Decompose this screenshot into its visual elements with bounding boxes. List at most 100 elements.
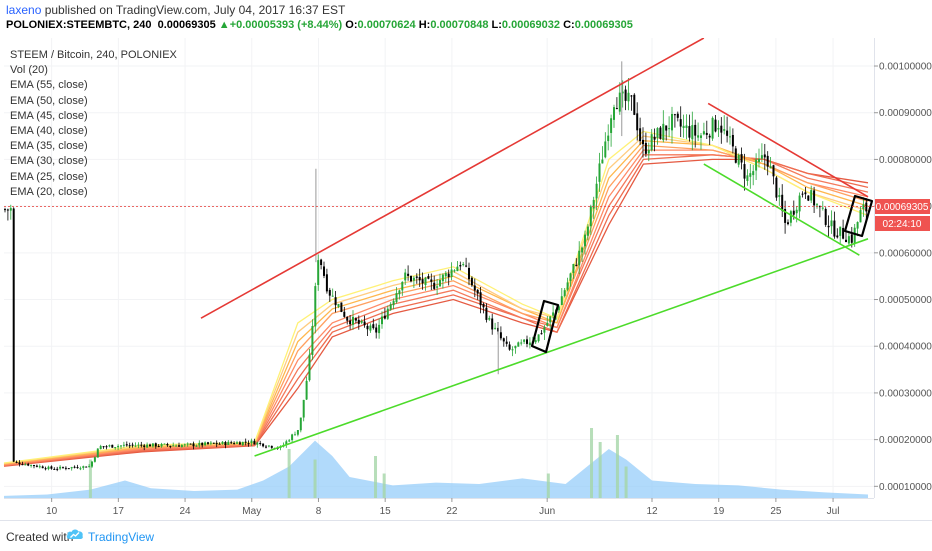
created-with-label: Created with [6, 530, 74, 544]
legend-title: STEEM / Bitcoin, 240, POLONIEX [10, 49, 177, 61]
candle-body [372, 324, 375, 329]
candle-body [676, 113, 679, 118]
x-tick-label: 17 [113, 506, 125, 517]
candle-body [731, 134, 734, 147]
candle-body [444, 272, 447, 277]
price-chart[interactable]: 0.001000000.000900000.000800000.00070000… [0, 38, 932, 520]
candle-body [708, 135, 711, 138]
candle-body [520, 342, 523, 344]
candle-body [230, 442, 233, 444]
candle-body [430, 279, 433, 282]
candle-body [320, 259, 323, 266]
candle-body [781, 194, 784, 211]
candle-body [302, 399, 305, 418]
candle-body [569, 273, 572, 281]
candle-body [813, 190, 816, 206]
legend-item-ema50: EMA (50, close) [10, 94, 88, 107]
price-axis[interactable]: 0.001000000.000900000.000800000.00070000… [874, 62, 932, 493]
price-tag-marker-icon: 0.00069305 02:24:10 [875, 199, 930, 231]
candle-body [270, 445, 273, 448]
candle-body [447, 273, 450, 278]
candle-body [702, 131, 705, 135]
candle-body [50, 466, 53, 469]
legend-item-ema20: EMA (20, close) [10, 185, 88, 198]
candle-body [479, 292, 482, 306]
legend-item-volume: Vol (20) [10, 64, 48, 77]
candle-body [743, 164, 746, 179]
candle-body [650, 134, 653, 151]
author-link[interactable]: laxeno [6, 3, 42, 17]
time-axis[interactable]: 10 17 24 May 8 15 22 Jun 12 19 25 Jul [46, 498, 839, 517]
candle-body [598, 163, 601, 182]
candle-body [755, 159, 758, 171]
candle-body [33, 465, 35, 467]
candle-body [47, 466, 50, 470]
candle-body [378, 324, 381, 334]
candle-body [259, 443, 262, 445]
candle-body [294, 434, 296, 436]
candle-body [267, 445, 270, 447]
candle-body [537, 334, 540, 342]
candle-body [404, 272, 407, 281]
candle-body [160, 443, 163, 447]
trendline [707, 102, 869, 198]
candle-body [470, 277, 473, 286]
candle-body [221, 441, 224, 444]
candle-body [340, 302, 343, 312]
candle-body [102, 446, 105, 448]
candle-body [821, 207, 824, 209]
candle-body [816, 204, 818, 206]
tradingview-cloud-icon[interactable] [66, 527, 84, 541]
tradingview-brand-link[interactable]: TradingView [88, 530, 155, 544]
candle-body [734, 148, 737, 163]
candle-body [4, 209, 6, 211]
candle-body [824, 208, 827, 225]
volume-spike [287, 449, 291, 498]
candle-body [842, 227, 845, 239]
candle-body [845, 239, 847, 243]
candle-body [769, 166, 772, 169]
candle-body [296, 430, 299, 435]
candle-body [784, 208, 787, 223]
candle-body [491, 318, 494, 330]
candle-body [433, 282, 436, 289]
candle-body [30, 464, 33, 466]
candle-body [346, 316, 349, 321]
candle-body [418, 276, 421, 281]
candle-body [151, 443, 154, 447]
volume-layer [4, 428, 868, 498]
candle-body [853, 227, 856, 244]
candle-body [453, 270, 456, 272]
candle-body [543, 327, 546, 333]
candle-body [207, 442, 209, 444]
candle-body [357, 319, 360, 324]
candle-body [233, 443, 236, 445]
last-price: 0.00069305 [157, 19, 216, 31]
candle-body [557, 306, 560, 311]
candle-body [807, 195, 810, 201]
candle-body [140, 444, 143, 446]
price-tag-countdown: 02:24:10 [883, 219, 922, 230]
candle-body [366, 325, 369, 330]
chart-legend: STEEM / Bitcoin, 240, POLONIEX Vol (20) … [10, 48, 177, 200]
candle-body [528, 342, 531, 346]
volume-spike [374, 456, 378, 498]
candle-body [6, 209, 9, 211]
candle-body [607, 135, 610, 142]
candle-body [38, 466, 41, 468]
candle-body [354, 318, 357, 321]
candle-body [99, 446, 102, 450]
high-label: H: [418, 19, 431, 31]
candle-body [137, 444, 140, 446]
volume-spike [88, 459, 92, 498]
candle-body [317, 260, 320, 285]
candle-body [241, 441, 244, 446]
candle-body [610, 118, 613, 133]
x-tick-label: 25 [770, 506, 782, 517]
candle-body [763, 154, 766, 158]
candle-body [308, 354, 311, 381]
low-label: L: [491, 19, 502, 31]
y-tick-label: 0.00060000 [879, 248, 932, 259]
candle-body [694, 124, 697, 136]
candle-body [70, 467, 73, 469]
